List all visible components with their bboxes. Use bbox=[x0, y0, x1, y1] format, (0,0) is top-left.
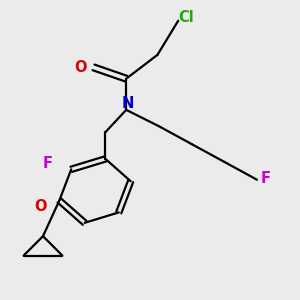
Text: F: F bbox=[260, 171, 270, 186]
Text: O: O bbox=[34, 199, 46, 214]
Text: O: O bbox=[74, 60, 86, 75]
Text: N: N bbox=[122, 96, 134, 111]
Text: F: F bbox=[43, 156, 52, 171]
Text: Cl: Cl bbox=[178, 10, 194, 25]
